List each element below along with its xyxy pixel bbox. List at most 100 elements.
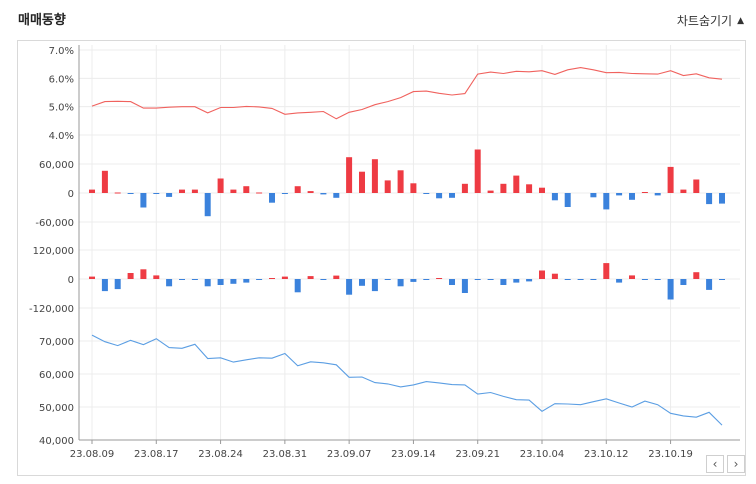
foreign-net-bar [539,187,545,193]
institution-net-bar [641,279,648,280]
institution-net-bar [564,279,571,280]
chart-frame [17,40,746,476]
foreign-net-bar [114,192,121,194]
institution-net-bar [526,279,533,282]
x-tick-label: 23.10.04 [520,449,565,460]
institution-net-bar [153,275,160,279]
foreign-net-bar [320,193,327,195]
x-tick-label: 23.10.19 [648,449,693,460]
foreign-net-bar [294,186,301,193]
y-tick-label: -60,000 [35,218,74,229]
y-tick-label: 4.0% [49,131,74,142]
next-page-button[interactable]: › [727,455,745,473]
foreign-net-bar [410,183,417,193]
institution-net-bar [127,273,134,279]
prev-page-button[interactable]: ‹ [706,455,724,473]
foreign-net-bar [667,166,674,193]
foreign-net-bar [706,193,713,205]
institution-net-bar [307,276,314,279]
foreign-net-bar [603,193,610,210]
foreign-net-bar [191,189,198,193]
foreign-net-bar [693,179,700,193]
foreign-net-bar [719,193,725,204]
institution-net-bar [281,276,288,279]
foreign-net-bar [333,193,340,198]
foreign-net-bar [384,180,391,193]
institution-net-bar [333,275,340,279]
institution-net-bar [693,272,700,279]
y-tick-label: -120,000 [29,304,74,315]
institution-net-bar [500,279,507,285]
y-tick-label: 5.0% [49,103,74,114]
foreign-net-bar [526,184,533,193]
institution-net-bar [114,279,121,290]
chevron-right-icon: › [733,457,739,471]
institution-net-bar [217,279,224,285]
foreign-net-bar [461,183,468,193]
institution-net-bar [616,279,623,283]
x-tick-label: 23.08.24 [198,449,243,460]
institution-net-bar [384,279,391,280]
foreign-net-bar [204,193,211,217]
y-tick-label: 60,000 [39,370,74,381]
foreign-net-bar [281,193,288,194]
y-tick-label: 50,000 [39,403,74,414]
institution-net-bar [654,279,661,280]
y-tick-label: 60,000 [39,160,74,171]
institution-net-bar [680,279,687,285]
institution-net-bar [230,279,237,284]
institution-net-bar [359,279,365,286]
foreign-net-bar [101,170,108,193]
foreign-net-bar [616,193,623,196]
institution-net-bar [603,263,610,279]
institution-net-bar [719,279,725,280]
institution-net-bar [179,279,185,280]
x-tick-label: 23.08.09 [70,449,115,460]
x-tick-label: 23.08.31 [263,449,308,460]
triangle-up-icon: ▲ [737,15,744,26]
foreign-net-bar [140,193,147,208]
foreign-net-bar [590,193,597,198]
institution-net-bar [449,279,455,285]
institution-net-bar [513,279,520,283]
foreign-net-bar [423,193,430,194]
foreign-net-bar [641,192,648,193]
y-tick-label: 6.0% [49,74,74,85]
foreign-net-bar [474,149,481,193]
institution-net-bar [89,276,95,279]
institution-net-bar [346,279,353,295]
foreign-net-bar [307,191,314,193]
foreign-net-bar [256,192,263,194]
foreign-net-bar [629,193,635,200]
institution-net-bar [256,279,263,280]
institution-net-bar [474,279,481,280]
institution-net-bar [269,278,275,279]
y-tick-label: 120,000 [33,246,74,257]
y-tick-label: 70,000 [39,337,74,348]
x-tick-label: 23.09.21 [455,449,500,460]
x-tick-label: 23.09.07 [327,449,372,460]
foreign-net-bar [217,178,224,193]
foreign-net-bar [500,183,507,193]
institution-net-bar [294,279,301,293]
foreign-net-bar [654,193,661,196]
foreign-net-bar [243,186,250,193]
institution-net-bar [577,279,584,280]
foreign-net-bar [359,171,365,193]
chevron-left-icon: ‹ [712,457,718,471]
institution-net-bar [140,269,147,279]
institution-net-bar [204,279,211,287]
foreign-net-bar [153,193,160,194]
foreign-net-bar [436,193,443,199]
foreign-net-bar [371,159,378,193]
x-tick-label: 23.08.17 [134,449,179,460]
foreign-net-bar [513,175,520,193]
institution-net-bar [539,270,545,279]
institution-net-bar [371,279,378,292]
institution-net-bar [166,279,173,287]
foreign-net-bar [680,189,687,193]
x-tick-label: 23.10.12 [584,449,629,460]
foreign-net-bar [449,193,455,198]
institution-net-bar [629,275,635,279]
hide-chart-toggle[interactable]: 차트숨기기 ▲ [677,12,744,29]
